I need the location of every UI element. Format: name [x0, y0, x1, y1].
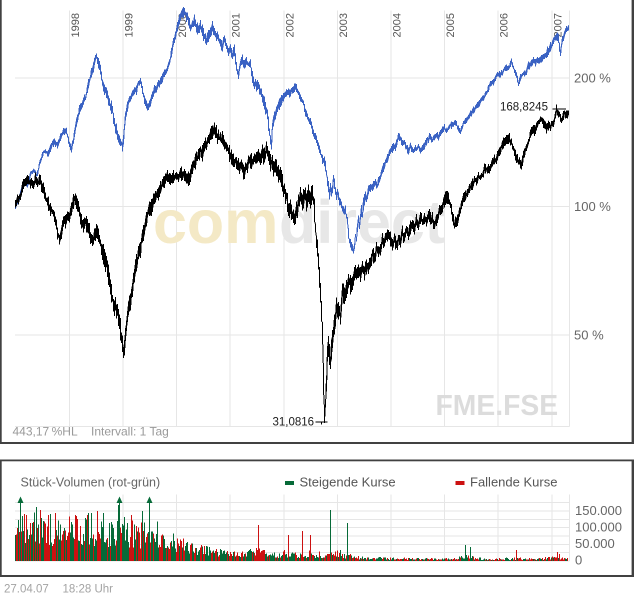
svg-text:FME.FSE: FME.FSE	[436, 389, 559, 421]
svg-text:100 %: 100 %	[574, 199, 611, 214]
svg-text:0: 0	[575, 553, 582, 568]
svg-text:50.000: 50.000	[575, 536, 615, 551]
svg-text:2004: 2004	[392, 13, 404, 37]
svg-text:Fallende Kurse: Fallende Kurse	[470, 475, 557, 490]
svg-text:18:28 Uhr: 18:28 Uhr	[63, 584, 114, 596]
svg-text:200 %: 200 %	[574, 71, 611, 86]
svg-text:27.04.07: 27.04.07	[4, 584, 49, 596]
svg-text:1999: 1999	[124, 13, 136, 37]
svg-text:2003: 2003	[338, 13, 350, 37]
svg-text:2001: 2001	[231, 13, 243, 37]
svg-text:168,8245: 168,8245	[500, 102, 548, 114]
svg-text:2002: 2002	[284, 13, 296, 37]
svg-text:com: com	[153, 188, 278, 256]
svg-text:50 %: 50 %	[574, 328, 604, 343]
svg-text:443,17 %HL: 443,17 %HL	[13, 425, 78, 439]
svg-text:31,0816: 31,0816	[273, 417, 315, 429]
svg-text:2007: 2007	[552, 13, 564, 37]
svg-text:100.000: 100.000	[575, 520, 622, 535]
svg-text:Stück-Volumen (rot-grün): Stück-Volumen (rot-grün)	[21, 476, 161, 490]
svg-text:1998: 1998	[70, 13, 82, 37]
svg-text:Steigende Kurse: Steigende Kurse	[300, 475, 396, 490]
svg-text:Intervall: 1 Tag: Intervall: 1 Tag	[91, 425, 169, 439]
svg-text:150.000: 150.000	[575, 503, 622, 518]
svg-text:2006: 2006	[499, 13, 511, 37]
svg-text:2005: 2005	[445, 13, 457, 37]
